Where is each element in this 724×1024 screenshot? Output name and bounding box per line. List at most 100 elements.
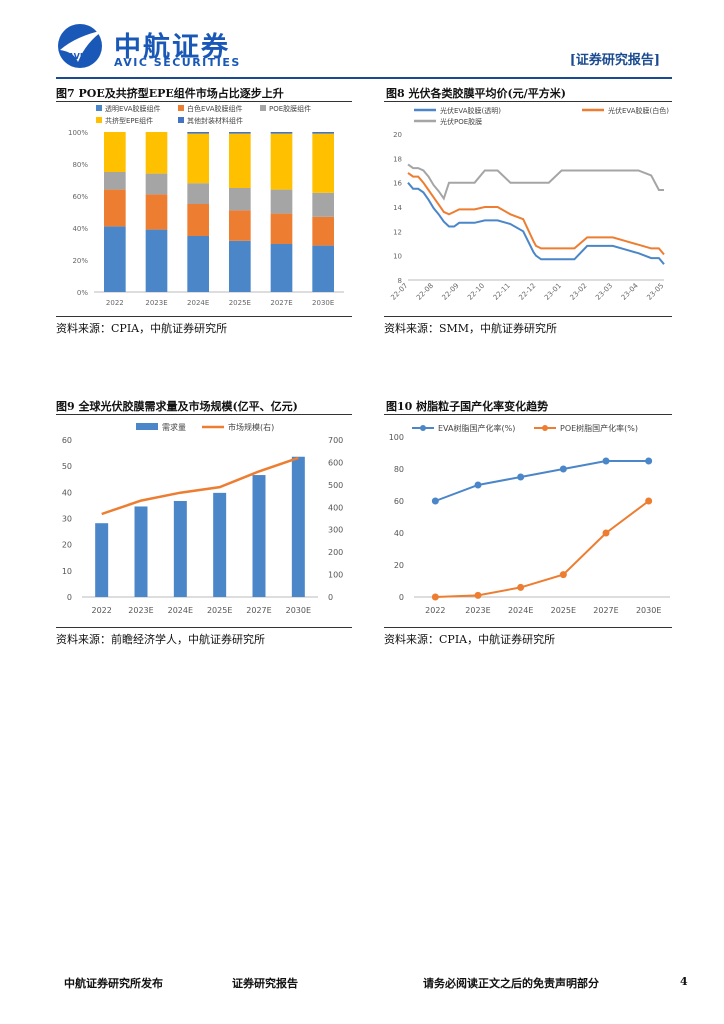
fig8-y-tick-label: 18 — [393, 155, 402, 163]
fig8-x-tick-label: 23-02 — [569, 282, 589, 302]
fig9-x-tick-label: 2023E — [128, 606, 153, 615]
fig9-y-left-tick-label: 30 — [62, 515, 72, 524]
fig7-bar-segment — [145, 173, 168, 195]
fig9-x-tick-label: 2024E — [168, 606, 193, 615]
fig8-y-tick-label: 12 — [393, 228, 402, 236]
fig10-legend-label: EVA树脂国产化率(%) — [438, 423, 515, 433]
fig8-x-tick-label: 22-08 — [415, 282, 435, 302]
fig9-y-right-tick-label: 600 — [328, 458, 343, 467]
fig10-x-tick-label: 2024E — [508, 606, 533, 615]
fig8-x-tick-label: 22-10 — [466, 282, 486, 302]
fig7-bar-segment — [187, 183, 209, 204]
fig7-bar-segment — [187, 132, 209, 134]
fig10-data-point — [602, 529, 610, 537]
fig10-y-tick-label: 20 — [394, 561, 404, 570]
report-type-tag: [证券研究报告] — [569, 53, 660, 68]
fig9-x-tick-label: 2022 — [91, 606, 111, 615]
fig9-bottom-rule — [56, 627, 352, 628]
fig7-x-tick-label: 2027E — [270, 299, 292, 307]
fig9-y-right-tick-label: 700 — [328, 436, 343, 445]
fig9-x-tick-label: 2025E — [207, 606, 232, 615]
fig7-bar-segment — [187, 204, 209, 236]
fig10-y-tick-label: 80 — [394, 465, 404, 474]
fig7-top-rule — [56, 101, 352, 102]
fig8-legend-label: 光伏EVA胶膜(白色) — [608, 106, 669, 115]
fig10-legend-marker — [542, 425, 548, 431]
fig7-legend-swatch — [178, 117, 184, 123]
fig8-series-line — [407, 182, 665, 265]
fig10-data-point — [474, 481, 482, 489]
fig8-x-tick-label: 23-03 — [594, 282, 614, 302]
page-number: 4 — [680, 975, 688, 988]
fig10-series-line — [435, 500, 650, 598]
fig9-y-right-tick-label: 100 — [328, 571, 343, 580]
fig8-x-tick-label: 22-11 — [492, 282, 512, 302]
fig7-legend-swatch — [96, 117, 102, 123]
fig8-title: 图8 光伏各类胶膜平均价(元/平方米) — [386, 87, 566, 100]
fig7-x-tick-label: 2030E — [312, 299, 334, 307]
fig7-y-tick-label: 60% — [72, 193, 88, 201]
fig8-x-tick-label: 23-01 — [543, 282, 563, 302]
fig9-source: 资料来源：前瞻经济学人，中航证券研究所 — [56, 633, 265, 646]
fig7-bar-segment — [104, 172, 126, 190]
fig9-x-tick-label: 2030E — [286, 606, 311, 615]
fig7-bar-segment — [104, 189, 126, 227]
fig8-x-tick-label: 22-07 — [389, 282, 409, 302]
fig9-chart: 需求量 市场规模(右)010203040506001002003004005006… — [62, 422, 343, 615]
fig10-data-point — [645, 497, 653, 505]
fig10-x-tick-label: 2023E — [465, 606, 490, 615]
fig10-bottom-rule — [384, 627, 672, 628]
fig7-bar-segment — [312, 133, 334, 193]
fig7-y-tick-label: 40% — [72, 225, 88, 233]
fig7-bar-segment — [229, 210, 251, 241]
fig8-x-tick-label: 23-04 — [620, 281, 640, 301]
fig7-bar-segment — [270, 213, 293, 244]
fig7-bar-segment — [270, 132, 293, 134]
fig10-y-tick-label: 40 — [394, 529, 404, 538]
fig10-data-point — [559, 571, 567, 579]
footer-report-type: 证券研究报告 — [232, 977, 298, 990]
fig9-y-left-tick-label: 40 — [62, 488, 72, 497]
fig9-y-right-tick-label: 0 — [328, 593, 333, 602]
fig7-bar-segment — [229, 133, 251, 188]
logo-emblem-icon: AVIC — [58, 24, 104, 68]
fig9-market-size-line — [101, 456, 299, 516]
fig8-series-line — [407, 163, 664, 201]
fig7-bar-segment — [270, 133, 293, 190]
fig7-bar-segment — [187, 133, 209, 184]
fig9-legend-label: 市场规模(右) — [228, 422, 274, 432]
fig7-y-tick-label: 20% — [72, 257, 88, 265]
fig7-bar-segment — [312, 245, 334, 292]
fig9-bar — [213, 492, 227, 597]
fig7-bar-segment — [145, 229, 168, 292]
fig9-legend-swatch — [136, 423, 158, 430]
fig8-x-tick-label: 23-05 — [645, 282, 665, 302]
fig8-bottom-rule — [384, 316, 672, 317]
fig9-y-right-tick-label: 300 — [328, 526, 343, 535]
fig9-y-right-tick-label: 200 — [328, 548, 343, 557]
fig8-y-tick-label: 14 — [393, 204, 402, 212]
fig9-x-tick-label: 2027E — [246, 606, 271, 615]
fig10-x-tick-label: 2025E — [551, 606, 576, 615]
fig8-series-line — [407, 172, 665, 256]
fig8-y-tick-label: 8 — [398, 277, 402, 285]
fig9-bar — [134, 506, 148, 597]
fig10-x-tick-label: 2022 — [425, 606, 445, 615]
fig10-data-point — [517, 583, 525, 591]
fig10-data-point — [602, 457, 610, 465]
fig10-legend-label: POE树脂国产化率(%) — [560, 423, 638, 433]
fig9-y-left-tick-label: 20 — [62, 541, 72, 550]
fig8-y-tick-label: 16 — [393, 180, 402, 188]
fig9-bar — [95, 523, 109, 597]
fig7-bar-segment — [312, 192, 334, 217]
fig7-bar-segment — [229, 240, 251, 292]
fig8-y-tick-label: 20 — [393, 131, 402, 139]
fig7-x-tick-label: 2023E — [145, 299, 167, 307]
fig7-bar-segment — [104, 132, 126, 172]
fig8-x-tick-label: 22-12 — [517, 282, 537, 302]
fig7-bar-segment — [229, 132, 251, 134]
fig9-bar — [291, 456, 305, 597]
fig7-legend-label: 透明EVA胶膜组件 — [105, 104, 161, 113]
fig10-data-point — [517, 473, 525, 481]
